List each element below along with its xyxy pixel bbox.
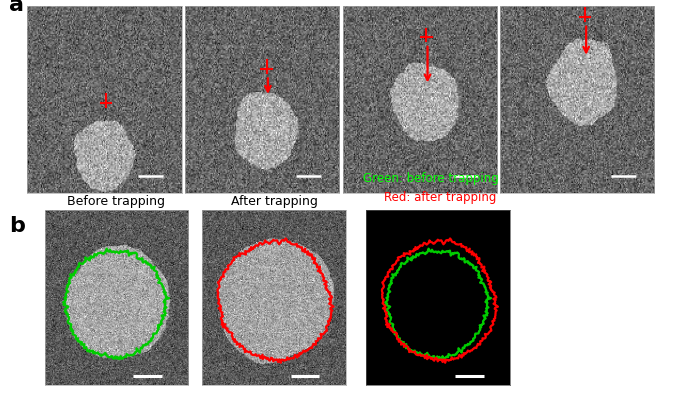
Title: After trapping: After trapping	[231, 195, 317, 208]
Text: b: b	[9, 216, 25, 236]
Text: Red: after trapping: Red: after trapping	[384, 191, 496, 204]
Title: Before trapping: Before trapping	[67, 195, 166, 208]
Text: a: a	[9, 0, 24, 15]
Text: Green: before trapping: Green: before trapping	[363, 172, 499, 185]
